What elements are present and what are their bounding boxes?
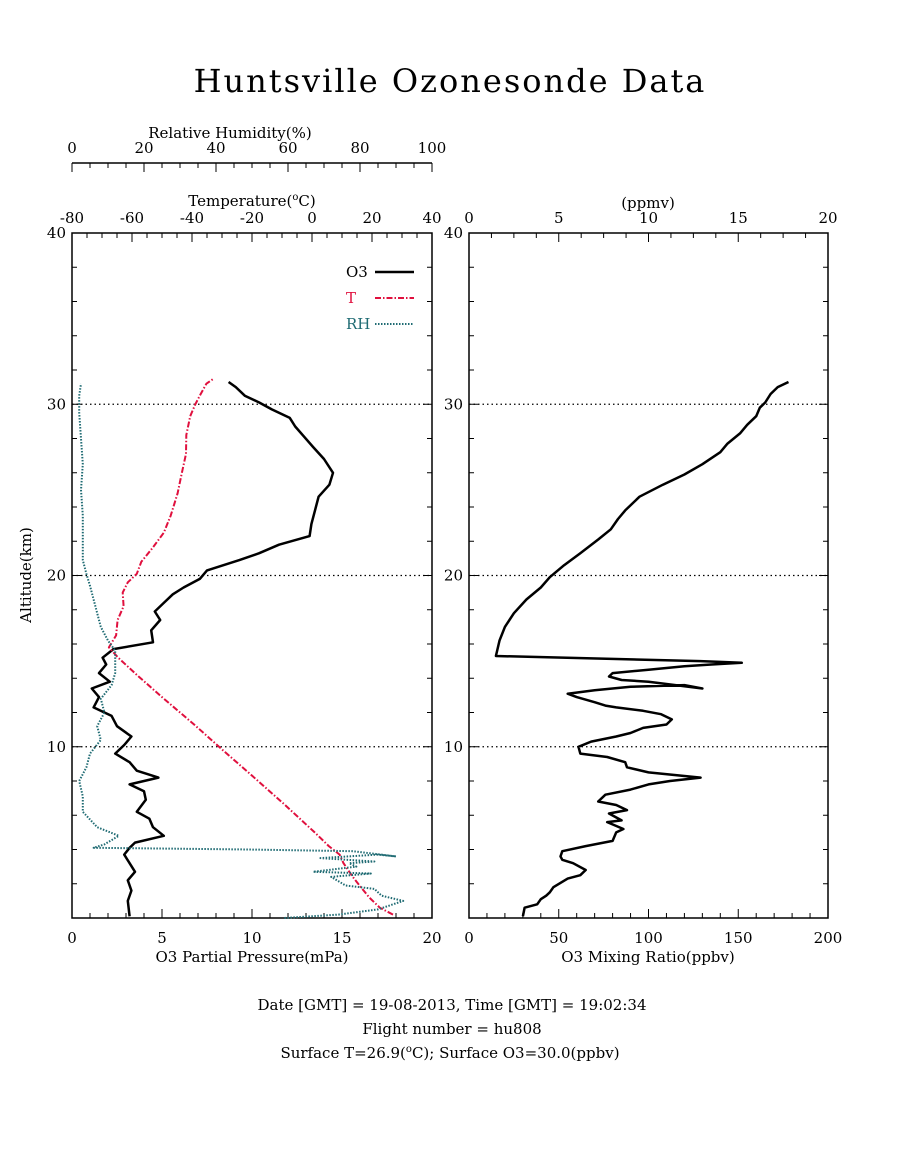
right-plot-frame bbox=[468, 232, 829, 919]
right-y-tick-label: 30 bbox=[444, 395, 463, 413]
altitude-axis-label: Altitude(km) bbox=[17, 527, 35, 624]
o3-mixing-ratio-axis-label: O3 Mixing Ratio(ppbv) bbox=[561, 948, 734, 966]
ppmv-axis-label: (ppmv) bbox=[621, 194, 675, 212]
legend-label-o3: O3 bbox=[346, 263, 368, 281]
right-bottom-tick-label: 100 bbox=[634, 929, 663, 947]
left-panel: 10 20 30 40 0 5 10 15 20 -80 -60 -40 -20 0 20 40 0 20 40 60… bbox=[47, 139, 446, 947]
right-bottom-tick-label: 150 bbox=[724, 929, 753, 947]
left-bottom-tick-label: 15 bbox=[332, 929, 351, 947]
right-y-tick-label: 20 bbox=[444, 567, 463, 585]
right-top-tick-label: 15 bbox=[729, 209, 748, 227]
left-bottom-tick-label: 20 bbox=[422, 929, 441, 947]
left-y-tick-label: 20 bbox=[47, 567, 66, 585]
right-bottom-tick-label: 200 bbox=[814, 929, 843, 947]
right-top-tick-label: 0 bbox=[464, 209, 474, 227]
left-top-tick-label: 20 bbox=[362, 209, 381, 227]
right-y-tick-label: 40 bbox=[444, 224, 463, 242]
right-top-tick-label: 5 bbox=[554, 209, 564, 227]
footer-surface-values: Surface T=26.9(oC); Surface O3=30.0(ppbv… bbox=[280, 1044, 619, 1062]
left-y-tick-label: 10 bbox=[47, 738, 66, 756]
right-bottom-tick-label: 50 bbox=[549, 929, 568, 947]
legend-label-t: T bbox=[346, 289, 356, 307]
left-y-tick-label: 40 bbox=[47, 224, 66, 242]
figure-title: Huntsville Ozonesonde Data bbox=[194, 62, 707, 100]
right-y-tick-label: 10 bbox=[444, 738, 463, 756]
right-bottom-tick-label: 0 bbox=[464, 929, 474, 947]
rh-axis-tick-label: 100 bbox=[418, 139, 447, 157]
rh-axis-tick-label: 80 bbox=[350, 139, 369, 157]
left-bottom-tick-label: 0 bbox=[67, 929, 77, 947]
right-top-tick-label: 10 bbox=[639, 209, 658, 227]
left-top-tick-label: -40 bbox=[180, 209, 204, 227]
left-series-line-o3 bbox=[90, 380, 335, 917]
rh-axis-tick-label: 0 bbox=[67, 139, 77, 157]
left-top-tick-label: 0 bbox=[307, 209, 317, 227]
temperature-axis-label: Temperature(oC) bbox=[188, 192, 316, 210]
left-top-tick-label: -80 bbox=[60, 209, 84, 227]
rh-axis-tick-label: 40 bbox=[206, 139, 225, 157]
right-top-tick-label: 20 bbox=[818, 209, 837, 227]
left-top-tick-label: -20 bbox=[240, 209, 264, 227]
footer-date-time: Date [GMT] = 19-08-2013, Time [GMT] = 19… bbox=[257, 996, 646, 1014]
left-top-tick-label: 40 bbox=[422, 209, 441, 227]
legend: O3 T RH bbox=[346, 263, 414, 333]
left-bottom-tick-label: 5 bbox=[157, 929, 167, 947]
footer-flight-number: Flight number = hu808 bbox=[362, 1020, 541, 1038]
rh-axis-tick-label: 20 bbox=[134, 139, 153, 157]
left-series-line-t bbox=[107, 377, 394, 916]
left-y-tick-label: 30 bbox=[47, 395, 66, 413]
rh-axis-tick-label: 60 bbox=[278, 139, 297, 157]
left-series-line-rh bbox=[78, 383, 405, 919]
rh-axis-label: Relative Humidity(%) bbox=[148, 124, 311, 142]
left-bottom-tick-label: 10 bbox=[242, 929, 261, 947]
left-top-tick-label: -60 bbox=[120, 209, 144, 227]
right-series-line-o3 bbox=[494, 380, 790, 917]
o3-partial-pressure-axis-label: O3 Partial Pressure(mPa) bbox=[155, 948, 348, 966]
legend-label-rh: RH bbox=[346, 315, 370, 333]
